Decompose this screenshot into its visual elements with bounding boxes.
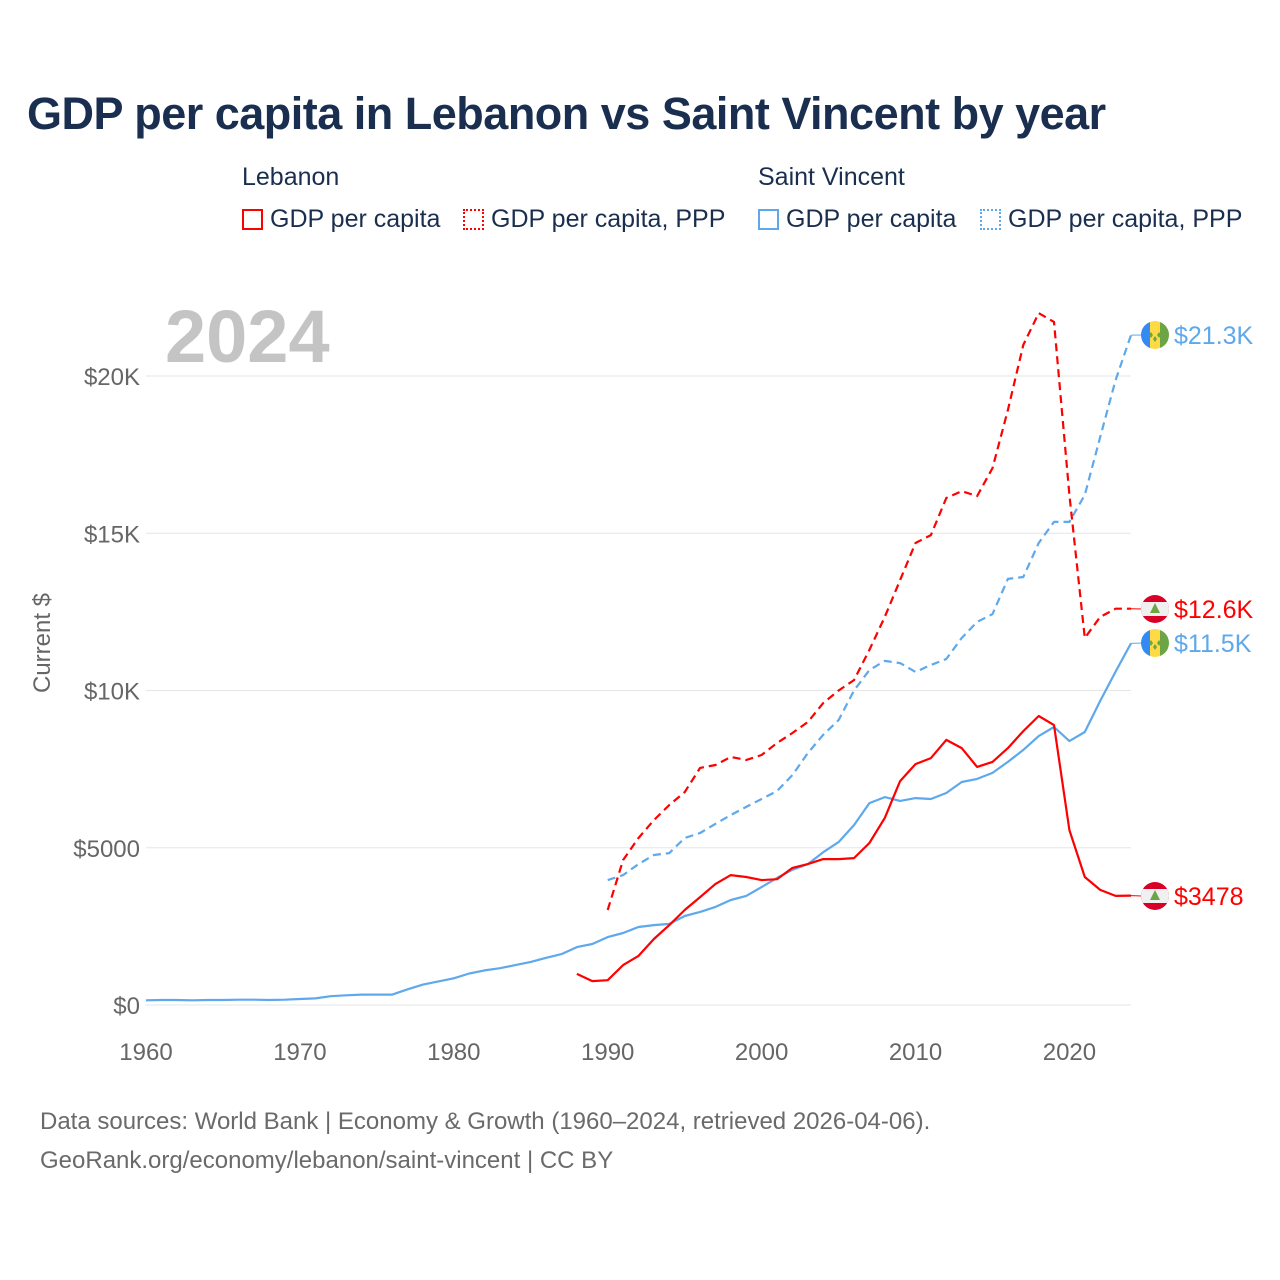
series-line-3	[606, 312, 1131, 911]
chart-title: GDP per capita in Lebanon vs Saint Vince…	[27, 88, 1106, 139]
legend-label: GDP per capita	[786, 205, 957, 233]
legend-group-saint-vincent: Saint Vincent	[758, 163, 905, 191]
end-value-label: $11.5K	[1174, 630, 1252, 658]
legend-item-sv-gdp[interactable]: GDP per capita	[758, 205, 956, 234]
year-watermark: 2024	[165, 295, 330, 378]
legend-swatch-dotted-blue	[980, 209, 1001, 230]
x-tick-label: 2020	[1043, 1039, 1096, 1066]
legend-label: GDP per capita, PPP	[1008, 205, 1243, 233]
x-tick-label: 2010	[889, 1039, 942, 1066]
legend-label: GDP per capita, PPP	[491, 205, 726, 233]
legend-swatch-solid-blue	[758, 209, 779, 230]
saint-vincent-flag-icon	[1141, 321, 1169, 349]
series-line-1	[607, 334, 1133, 882]
x-tick-label: 1990	[581, 1039, 634, 1066]
legend-swatch-solid-red	[242, 209, 263, 230]
legend-label: GDP per capita	[270, 205, 441, 233]
y-axis-label: Current $	[29, 593, 56, 693]
series-line-0	[145, 642, 1132, 1002]
lebanon-flag-icon	[1141, 595, 1169, 623]
y-tick-label: $0	[113, 993, 140, 1020]
legend-swatch-dotted-red	[463, 209, 484, 230]
series-line-2	[576, 714, 1132, 983]
y-tick-label: $15K	[84, 521, 140, 548]
x-tick-label: 1970	[273, 1039, 326, 1066]
footer-sources: Data sources: World Bank | Economy & Gro…	[40, 1108, 931, 1135]
end-value-label: $21.3K	[1174, 322, 1254, 350]
lebanon-flag-icon	[1141, 882, 1169, 910]
x-tick-label: 2000	[735, 1039, 788, 1066]
y-tick-label: $10K	[84, 679, 140, 706]
x-tick-label: 1960	[119, 1039, 172, 1066]
legend-group-lebanon: Lebanon	[242, 163, 340, 191]
legend-item-lebanon-ppp[interactable]: GDP per capita, PPP	[463, 205, 725, 234]
legend-item-lebanon-gdp[interactable]: GDP per capita	[242, 205, 440, 234]
legend-item-sv-ppp[interactable]: GDP per capita, PPP	[980, 205, 1242, 234]
end-value-label: $3478	[1174, 883, 1244, 911]
footer-link[interactable]: GeoRank.org/economy/lebanon/saint-vincen…	[40, 1147, 614, 1174]
end-value-label: $12.6K	[1174, 596, 1254, 624]
saint-vincent-flag-icon	[1141, 629, 1169, 657]
y-tick-label: $5000	[73, 836, 140, 863]
x-tick-label: 1980	[427, 1039, 480, 1066]
y-tick-label: $20K	[84, 364, 140, 391]
